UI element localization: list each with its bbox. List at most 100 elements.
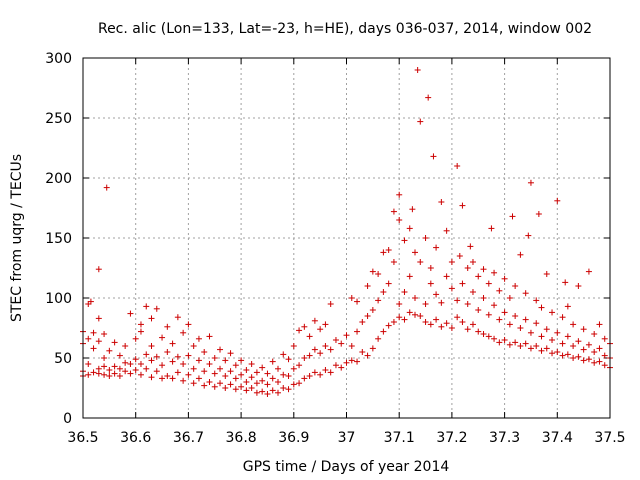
data-point — [496, 339, 503, 346]
data-point — [274, 389, 281, 396]
data-point — [522, 290, 529, 297]
data-point — [485, 280, 492, 287]
data-point — [480, 331, 487, 337]
data-point — [369, 345, 376, 352]
data-point — [222, 373, 229, 379]
data-point — [527, 179, 534, 186]
data-point — [101, 371, 108, 378]
x-tick-label: 37 — [338, 430, 356, 446]
data-point — [385, 280, 392, 287]
x-tick-label: 37.2 — [436, 430, 467, 446]
data-point — [501, 309, 508, 316]
data-point — [554, 329, 561, 336]
data-point — [201, 368, 208, 375]
data-point — [137, 328, 144, 335]
data-point — [301, 323, 308, 330]
data-point — [180, 361, 187, 367]
data-point — [354, 328, 361, 335]
data-point — [506, 321, 513, 328]
y-tick-label: 50 — [54, 351, 72, 367]
chart-title: Rec. alic (Lon=133, Lat=-23, h=HE), days… — [98, 21, 592, 37]
data-point — [496, 287, 503, 294]
data-point — [243, 367, 250, 373]
data-point — [311, 317, 318, 324]
data-point — [427, 280, 434, 287]
data-point — [206, 361, 213, 367]
data-point — [480, 295, 487, 301]
data-point — [464, 265, 471, 271]
data-point — [525, 232, 532, 239]
data-point — [338, 364, 345, 371]
data-point — [101, 331, 108, 337]
data-point — [317, 371, 324, 378]
data-point — [401, 316, 408, 323]
data-point — [459, 202, 466, 209]
data-point — [206, 333, 213, 340]
data-point — [327, 301, 334, 307]
data-point — [185, 371, 192, 378]
data-point — [95, 266, 102, 273]
data-point — [591, 359, 598, 366]
data-point — [253, 389, 260, 396]
data-point — [195, 375, 202, 382]
data-point — [580, 346, 587, 353]
data-point — [180, 377, 187, 384]
data-point — [512, 339, 519, 346]
data-point — [348, 357, 355, 364]
data-point — [111, 339, 118, 346]
data-point — [301, 355, 308, 361]
data-point — [549, 350, 556, 357]
data-point — [591, 331, 598, 337]
data-point — [274, 365, 281, 372]
data-point — [153, 353, 160, 360]
data-point — [354, 298, 361, 305]
data-point — [259, 364, 266, 371]
data-point — [601, 362, 608, 369]
data-point — [401, 289, 408, 295]
data-point — [259, 388, 266, 395]
x-tick-label: 36.6 — [120, 430, 151, 446]
data-point — [101, 355, 108, 361]
data-point — [369, 307, 376, 313]
data-point — [322, 321, 329, 328]
data-point — [296, 380, 303, 387]
data-point — [95, 315, 102, 322]
x-axis-label: GPS time / Days of year 2014 — [243, 459, 450, 475]
data-point — [543, 345, 550, 352]
y-axis-label: STEC from uqrg / TECUs — [9, 154, 25, 322]
data-point — [425, 94, 432, 101]
data-point — [475, 307, 482, 313]
data-point — [280, 351, 287, 358]
data-point — [280, 371, 287, 378]
data-point — [190, 343, 197, 349]
data-point — [575, 353, 582, 360]
data-point — [243, 387, 250, 394]
data-point — [512, 283, 519, 289]
data-point — [412, 295, 419, 301]
data-point — [580, 326, 587, 333]
data-point — [527, 345, 534, 352]
data-point — [227, 381, 234, 388]
data-point — [443, 273, 450, 280]
data-point — [596, 345, 603, 352]
data-point — [538, 347, 545, 354]
x-tick-label: 36.9 — [278, 430, 309, 446]
data-point — [533, 343, 540, 349]
data-point — [533, 297, 540, 304]
x-tick-label: 37.5 — [594, 430, 625, 446]
data-point — [601, 335, 608, 342]
data-point — [137, 321, 144, 328]
data-point — [174, 369, 181, 376]
data-point — [417, 118, 424, 125]
data-point — [543, 326, 550, 333]
y-tick-labels: 0 50 100 150 200 250 300 — [45, 51, 72, 427]
data-point — [390, 208, 397, 215]
data-point — [433, 291, 440, 298]
data-point — [164, 373, 171, 379]
data-point — [174, 314, 181, 321]
data-point — [448, 285, 455, 292]
data-point — [164, 323, 171, 330]
data-point — [459, 280, 466, 287]
data-point — [148, 357, 155, 364]
data-point — [491, 302, 498, 309]
